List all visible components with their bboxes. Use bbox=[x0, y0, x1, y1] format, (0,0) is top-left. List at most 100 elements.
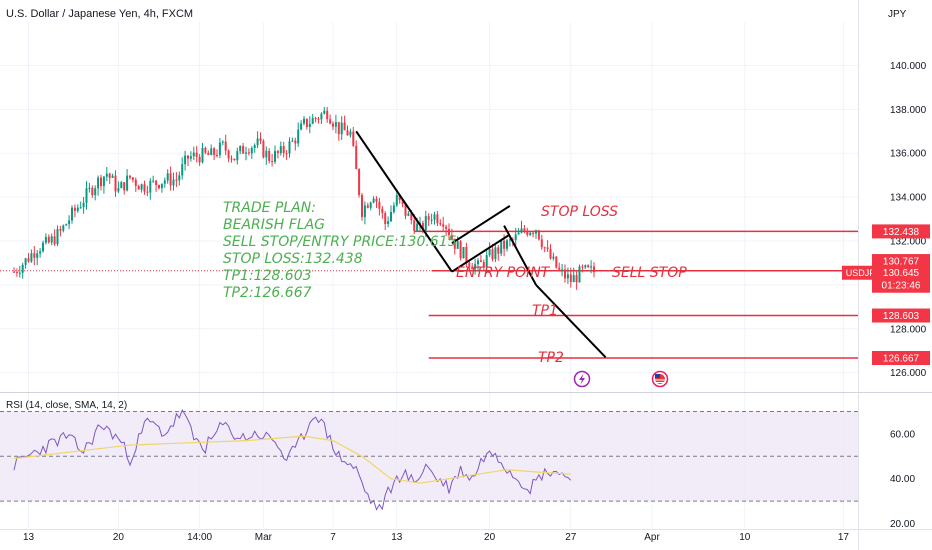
flag-lower-line[interactable] bbox=[451, 233, 511, 273]
candle-body[interactable] bbox=[221, 141, 224, 143]
candle-body[interactable] bbox=[395, 195, 398, 206]
candle-body[interactable] bbox=[100, 177, 102, 187]
candle-body[interactable] bbox=[474, 264, 477, 270]
candle-body[interactable] bbox=[18, 272, 21, 274]
candle-body[interactable] bbox=[216, 154, 218, 156]
earnings-event-icon[interactable] bbox=[573, 370, 591, 388]
candle-body[interactable] bbox=[363, 205, 366, 218]
candle-body[interactable] bbox=[308, 123, 311, 128]
candle-body[interactable] bbox=[317, 118, 320, 120]
candle-body[interactable] bbox=[482, 262, 485, 268]
candle-body[interactable] bbox=[73, 207, 76, 211]
candle-body[interactable] bbox=[108, 173, 111, 178]
candle-body[interactable] bbox=[566, 274, 569, 279]
candle-body[interactable] bbox=[337, 122, 340, 135]
candle-body[interactable] bbox=[500, 240, 503, 254]
candle-body[interactable] bbox=[131, 177, 134, 180]
candle-body[interactable] bbox=[549, 248, 552, 259]
candle-body[interactable] bbox=[540, 239, 543, 248]
candle-body[interactable] bbox=[62, 225, 65, 231]
candle-body[interactable] bbox=[274, 150, 276, 162]
candle-body[interactable] bbox=[529, 232, 532, 235]
candle-body[interactable] bbox=[94, 188, 97, 196]
candle-body[interactable] bbox=[236, 151, 239, 161]
candle-body[interactable] bbox=[320, 113, 323, 120]
candle-body[interactable] bbox=[413, 220, 416, 231]
candle-body[interactable] bbox=[218, 142, 221, 156]
candle-body[interactable] bbox=[227, 150, 230, 159]
candle-body[interactable] bbox=[181, 164, 184, 176]
candle-body[interactable] bbox=[24, 258, 27, 265]
candle-body[interactable] bbox=[149, 180, 152, 193]
trend-lines[interactable] bbox=[355, 130, 607, 358]
candle-body[interactable] bbox=[491, 249, 494, 260]
flagpole-line[interactable] bbox=[355, 130, 453, 273]
projection-line[interactable] bbox=[535, 284, 607, 358]
candle-body[interactable] bbox=[68, 220, 71, 225]
rsi-ma-line[interactable] bbox=[13, 435, 571, 484]
candle-body[interactable] bbox=[158, 185, 160, 189]
flag-upper-line[interactable] bbox=[451, 205, 511, 245]
rsi-pane[interactable] bbox=[0, 409, 858, 511]
candle-body[interactable] bbox=[172, 179, 175, 186]
candles[interactable] bbox=[13, 106, 595, 290]
candle-body[interactable] bbox=[526, 230, 529, 235]
candle-body[interactable] bbox=[303, 118, 305, 124]
candle-body[interactable] bbox=[213, 148, 216, 155]
candle-body[interactable] bbox=[375, 198, 378, 202]
candle-body[interactable] bbox=[578, 266, 581, 283]
candle-body[interactable] bbox=[584, 265, 587, 268]
candle-body[interactable] bbox=[224, 141, 227, 151]
candle-body[interactable] bbox=[207, 152, 210, 156]
candle-body[interactable] bbox=[532, 232, 535, 234]
candle-body[interactable] bbox=[36, 253, 39, 258]
candle-body[interactable] bbox=[593, 266, 595, 273]
candle-body[interactable] bbox=[439, 223, 442, 225]
candle-body[interactable] bbox=[250, 147, 253, 154]
candle-body[interactable] bbox=[126, 175, 129, 191]
candle-body[interactable] bbox=[343, 122, 346, 131]
candle-body[interactable] bbox=[294, 140, 297, 144]
candle-body[interactable] bbox=[587, 265, 590, 268]
candle-body[interactable] bbox=[401, 200, 404, 205]
candle-body[interactable] bbox=[59, 229, 62, 231]
candle-body[interactable] bbox=[288, 141, 291, 154]
candle-body[interactable] bbox=[436, 214, 439, 224]
candle-body[interactable] bbox=[514, 234, 517, 241]
candle-body[interactable] bbox=[120, 182, 123, 189]
candle-body[interactable] bbox=[140, 184, 143, 190]
candle-body[interactable] bbox=[160, 183, 163, 189]
candle-body[interactable] bbox=[201, 147, 204, 163]
candle-body[interactable] bbox=[506, 240, 508, 249]
candle-body[interactable] bbox=[355, 145, 358, 170]
candle-body[interactable] bbox=[398, 195, 401, 201]
candle-body[interactable] bbox=[300, 123, 303, 130]
candle-body[interactable] bbox=[404, 204, 407, 216]
candle-body[interactable] bbox=[416, 223, 419, 231]
candle-body[interactable] bbox=[369, 202, 372, 208]
candle-body[interactable] bbox=[242, 146, 245, 154]
candle-body[interactable] bbox=[453, 238, 456, 249]
candle-body[interactable] bbox=[282, 146, 285, 154]
candle-body[interactable] bbox=[178, 175, 181, 181]
candle-body[interactable] bbox=[366, 205, 369, 208]
candle-body[interactable] bbox=[88, 187, 91, 189]
candle-body[interactable] bbox=[450, 235, 453, 239]
candle-body[interactable] bbox=[564, 269, 566, 279]
candle-body[interactable] bbox=[30, 253, 33, 262]
candle-body[interactable] bbox=[239, 146, 242, 152]
candle-body[interactable] bbox=[537, 230, 540, 240]
candle-body[interactable] bbox=[189, 156, 192, 159]
candle-body[interactable] bbox=[27, 258, 30, 262]
time-axis[interactable]: 13 20 14:00 Mar 7 13 20 27 Apr 10 17 bbox=[23, 532, 849, 543]
candle-body[interactable] bbox=[326, 110, 329, 120]
candle-body[interactable] bbox=[543, 247, 546, 249]
candle-body[interactable] bbox=[421, 222, 424, 231]
candle-body[interactable] bbox=[558, 267, 561, 270]
candle-body[interactable] bbox=[346, 130, 349, 136]
candle-body[interactable] bbox=[44, 236, 47, 243]
candle-body[interactable] bbox=[39, 251, 42, 254]
candle-body[interactable] bbox=[230, 158, 233, 160]
candle-body[interactable] bbox=[387, 221, 390, 224]
candle-body[interactable] bbox=[210, 148, 213, 156]
